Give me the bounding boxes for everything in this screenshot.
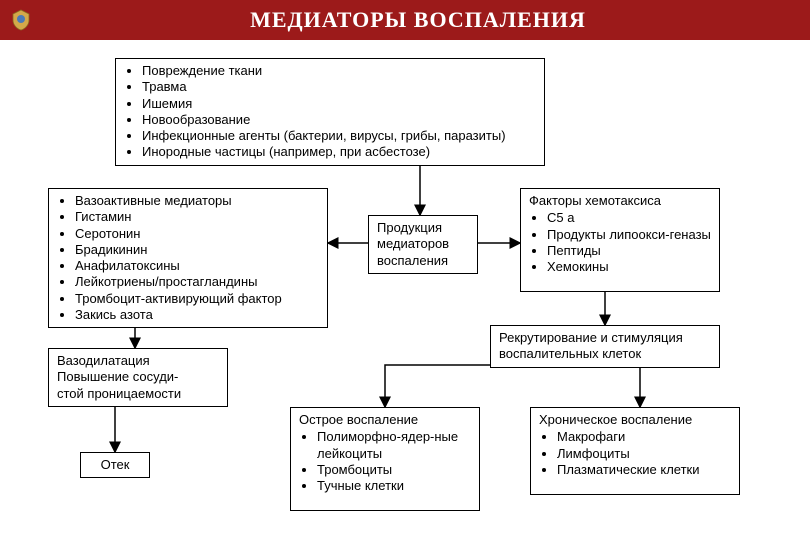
list-item: Инфекционные агенты (бактерии, вирусы, г… bbox=[142, 128, 536, 144]
badge-icon bbox=[8, 7, 34, 33]
text-line: воспаления bbox=[377, 253, 469, 269]
acute-list: Полиморфно-ядер-ные лейкоциты Тромбоциты… bbox=[299, 429, 471, 494]
chemotaxis-list: С5 а Продукты липоокси-геназы Пептиды Хе… bbox=[529, 210, 711, 275]
box-header: Острое воспаление bbox=[299, 412, 471, 428]
list-item: Лейкотриены/простагландины bbox=[75, 274, 319, 290]
list-item: С5 а bbox=[547, 210, 711, 226]
box-edema: Отек bbox=[80, 452, 150, 478]
box-header: Факторы хемотаксиса bbox=[529, 193, 711, 209]
list-item: Гистамин bbox=[75, 209, 319, 225]
box-vasoactive: Вазоактивные медиаторы Гистамин Серотони… bbox=[48, 188, 328, 328]
list-item: Лимфоциты bbox=[557, 446, 731, 462]
text-line: воспалительных клеток bbox=[499, 346, 711, 362]
text-line: Отек bbox=[89, 457, 141, 473]
box-chronic: Хроническое воспаление Макрофаги Лимфоци… bbox=[530, 407, 740, 495]
list-item: Тромбоцит-активирующий фактор bbox=[75, 291, 319, 307]
box-chemotaxis: Факторы хемотаксиса С5 а Продукты липоок… bbox=[520, 188, 720, 292]
list-item: Ишемия bbox=[142, 96, 536, 112]
list-item: Продукты липоокси-геназы bbox=[547, 227, 711, 243]
diagram-canvas: Повреждение ткани Травма Ишемия Новообра… bbox=[0, 40, 810, 540]
text-line: медиаторов bbox=[377, 236, 469, 252]
box-recruitment: Рекрутирование и стимуляция воспалительн… bbox=[490, 325, 720, 368]
text-line: Продукция bbox=[377, 220, 469, 236]
list-item: Пептиды bbox=[547, 243, 711, 259]
list-item: Вазоактивные медиаторы bbox=[75, 193, 319, 209]
box-header: Хроническое воспаление bbox=[539, 412, 731, 428]
chronic-list: Макрофаги Лимфоциты Плазматические клетк… bbox=[539, 429, 731, 478]
text-line: Рекрутирование и стимуляция bbox=[499, 330, 711, 346]
list-item: Серотонин bbox=[75, 226, 319, 242]
box-causes: Повреждение ткани Травма Ишемия Новообра… bbox=[115, 58, 545, 166]
list-item: Травма bbox=[142, 79, 536, 95]
list-item: Полиморфно-ядер-ные лейкоциты bbox=[317, 429, 471, 462]
list-item: Анафилатоксины bbox=[75, 258, 319, 274]
causes-list: Повреждение ткани Травма Ишемия Новообра… bbox=[124, 63, 536, 161]
list-item: Тучные клетки bbox=[317, 478, 471, 494]
list-item: Тромбоциты bbox=[317, 462, 471, 478]
list-item: Новообразование bbox=[142, 112, 536, 128]
list-item: Хемокины bbox=[547, 259, 711, 275]
box-production: Продукция медиаторов воспаления bbox=[368, 215, 478, 274]
box-acute: Острое воспаление Полиморфно-ядер-ные ле… bbox=[290, 407, 480, 511]
list-item: Брадикинин bbox=[75, 242, 319, 258]
text-line: Повышение сосуди- bbox=[57, 369, 219, 385]
text-line: Вазодилатация bbox=[57, 353, 219, 369]
list-item: Плазматические клетки bbox=[557, 462, 731, 478]
header-bar: МЕДИАТОРЫ ВОСПАЛЕНИЯ bbox=[0, 0, 810, 40]
list-item: Макрофаги bbox=[557, 429, 731, 445]
list-item: Повреждение ткани bbox=[142, 63, 536, 79]
list-item: Закись азота bbox=[75, 307, 319, 323]
box-vasodilation: Вазодилатация Повышение сосуди- стой про… bbox=[48, 348, 228, 407]
list-item: Инородные частицы (например, при асбесто… bbox=[142, 144, 536, 160]
text-line: стой проницаемости bbox=[57, 386, 219, 402]
vasoactive-list: Вазоактивные медиаторы Гистамин Серотони… bbox=[57, 193, 319, 323]
page-title: МЕДИАТОРЫ ВОСПАЛЕНИЯ bbox=[34, 7, 802, 33]
